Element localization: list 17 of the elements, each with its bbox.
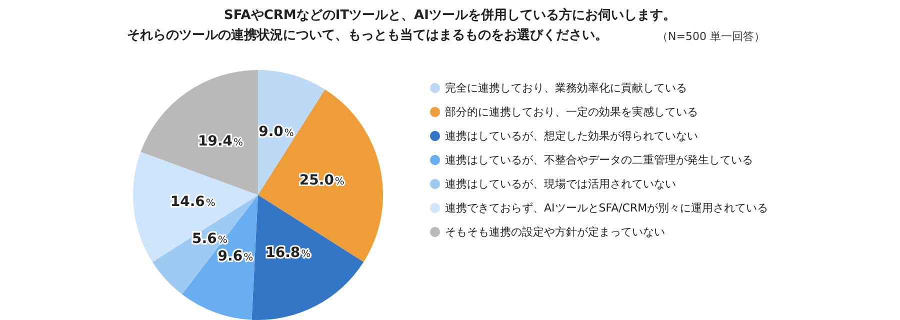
text: （N=500 単一回答） (657, 30, 765, 43)
legend-label: 連携はしているが、不整合やデータの二重管理が発生している (445, 154, 753, 166)
data-label: 5.6% (192, 231, 228, 248)
legend-label: 連携はしているが、現場では活用されていない (445, 178, 676, 190)
data-label: 9.6% (218, 248, 254, 264)
chart-title: SFAやCRMなどのITツールと、AIツールを併用している方にお伺いします。 (224, 7, 676, 23)
data-label: 9.0% (258, 124, 294, 140)
legend-label: 完全に連携しており、業務効率化に貢献している (445, 82, 687, 94)
data-label: 14.6% (170, 194, 216, 210)
legend-label: 連携できておらず、AIツールとSFA/CRMが別々に運用されている (445, 202, 768, 214)
data-label: 16.8% (266, 245, 311, 262)
data-label: 19.4% (198, 133, 244, 150)
chart-subtitle: それらのツールの連携状況について、もっとも当てはまるものをお選びください。 (127, 27, 608, 43)
legend-label: 連携はしているが、想定した効果が得られていない (445, 130, 698, 142)
data-label: 25.0% (299, 172, 344, 189)
legend-label: そもそも連携の設定や方針が定まっていない (445, 226, 665, 238)
legend-label: 部分的に連携しており、一定の効果を実感している (445, 106, 698, 118)
